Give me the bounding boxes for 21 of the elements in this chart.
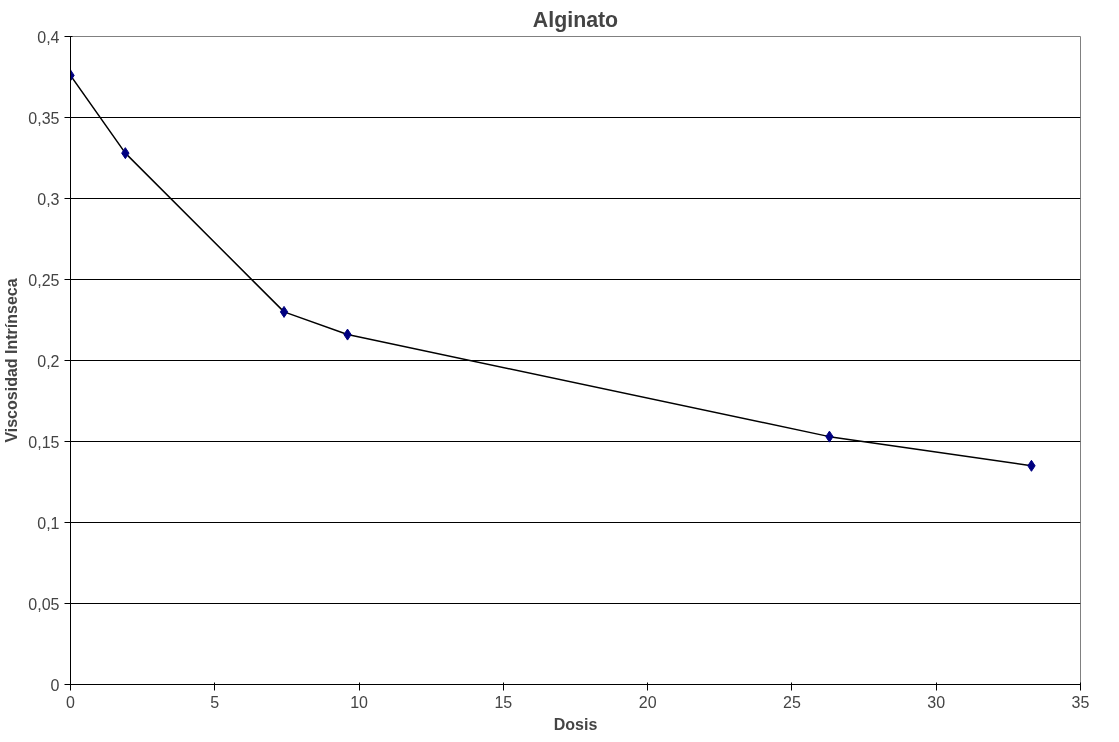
y-tick-label: 0,3 xyxy=(37,190,60,208)
x-tick-label: 5 xyxy=(210,693,220,711)
point xyxy=(279,305,289,318)
y-tick-label: 0 xyxy=(50,676,60,694)
y-tick-label: 0,4 xyxy=(37,28,60,46)
x-tick-label: 15 xyxy=(494,693,513,711)
y-tick-label: 0,1 xyxy=(37,514,60,532)
x-tick-label: 35 xyxy=(1071,693,1090,711)
y-tick-label: 0,05 xyxy=(28,595,60,613)
y-tick-label: 0,2 xyxy=(37,352,60,370)
y-axis-title: Viscosidad Intrínseca xyxy=(3,278,21,443)
x-axis-title: Dosis xyxy=(553,715,598,733)
y-tick-label: 0,15 xyxy=(28,433,60,451)
y-tick-label: 0,25 xyxy=(28,271,60,289)
x-tick-label: 10 xyxy=(350,693,369,711)
x-tick-label: 20 xyxy=(638,693,657,711)
x-tick-label: 25 xyxy=(783,693,801,711)
x-tick-label: 30 xyxy=(927,693,946,711)
y-tick-label: 0,35 xyxy=(28,109,60,127)
x-tick-label: 0 xyxy=(66,693,76,711)
chart-title: Alginato xyxy=(532,7,619,32)
